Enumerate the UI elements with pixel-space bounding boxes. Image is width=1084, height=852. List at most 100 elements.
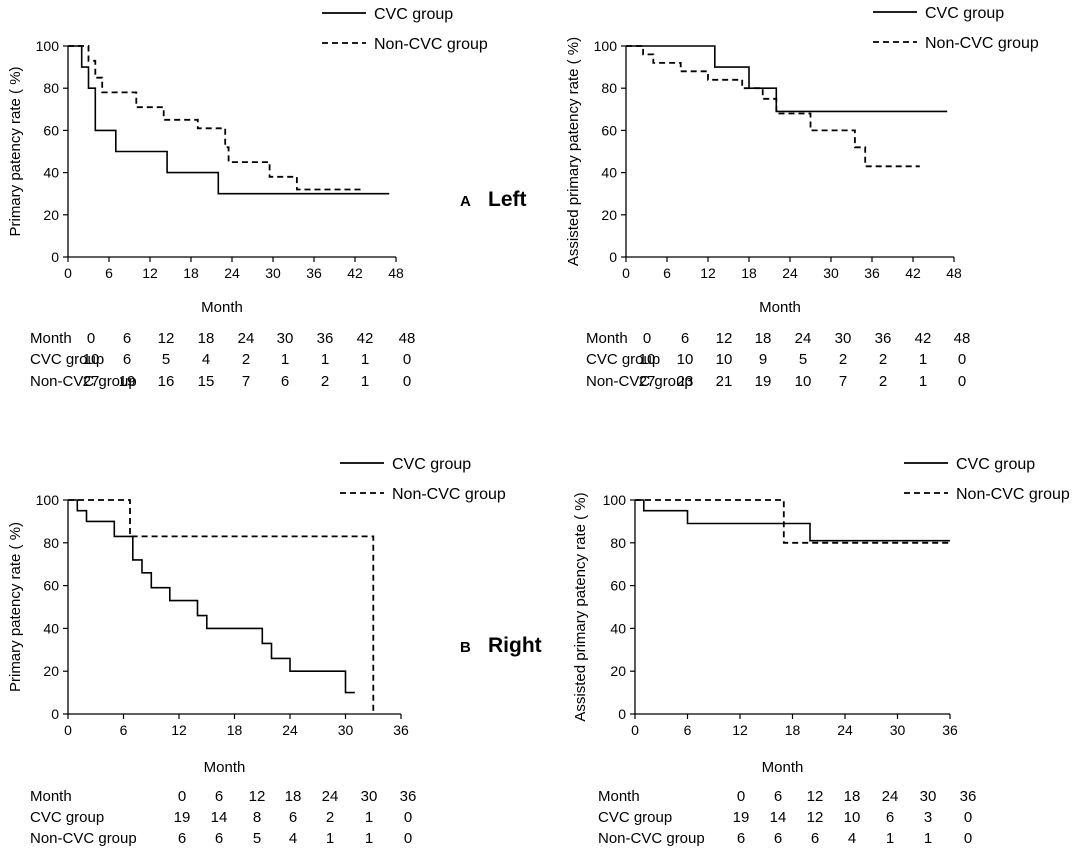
series-noncvc-curve [68,499,375,714]
x-tick-label: 48 [388,265,404,281]
risk-table-cell: 0 [403,351,411,368]
x-tick-label: 12 [142,265,158,281]
risk-table-column: 36 [875,330,892,347]
risk-table-cell: 19 [119,373,136,390]
x-axis-label: Month [204,759,246,776]
y-tick-label: 100 [594,38,618,54]
y-tick-label: 60 [610,578,626,594]
y-axis-label: Assisted primary patency rate ( %) [565,37,582,266]
risk-table-cell: 2 [242,351,250,368]
risk-table-column: 18 [844,788,861,805]
risk-table-column: 0 [178,788,186,805]
y-tick-label: 60 [43,578,59,594]
risk-table-column: 12 [249,788,266,805]
x-tick-label: 24 [224,265,240,281]
x-tick-label: 0 [622,265,630,281]
risk-table-header: Month [30,330,72,347]
risk-table-cell: 6 [737,830,745,847]
risk-table-cell: 3 [924,809,932,826]
risk-table-cell: 10 [795,373,812,390]
x-tick-label: 6 [684,722,692,738]
x-tick-label: 6 [663,265,671,281]
x-tick-label: 36 [306,265,322,281]
risk-table-cell: 1 [321,351,329,368]
legend-noncvc-label: Non-CVC group [956,486,1070,503]
x-tick-label: 24 [282,722,298,738]
risk-table-cell: 6 [774,830,782,847]
x-tick-label: 0 [64,722,72,738]
x-axis-label: Month [759,299,801,316]
x-tick-label: 48 [946,265,962,281]
x-tick-label: 18 [227,722,243,738]
risk-table-cell: 4 [289,830,297,847]
x-tick-label: 42 [347,265,363,281]
risk-table-cell: 1 [361,373,369,390]
x-tick-label: 18 [183,265,199,281]
legend-cvc-label: CVC group [956,456,1035,473]
risk-table-row-label: CVC group [586,351,660,368]
risk-table-cell: 6 [289,809,297,826]
x-tick-label: 30 [890,722,906,738]
risk-table-cell: 6 [886,809,894,826]
risk-table-row-label: Non-CVC group [30,373,137,390]
risk-table-cell: 10 [83,351,100,368]
risk-table-row-label: Non-CVC group [586,373,693,390]
y-tick-label: 20 [610,663,626,679]
x-axis-label: Month [762,759,804,776]
series-cvc-curve [626,45,948,113]
risk-table-column: 36 [317,330,334,347]
risk-table-row-label: CVC group [30,351,104,368]
risk-table-column: 12 [807,788,824,805]
x-axis-label: Month [201,299,243,316]
risk-table-cell: 1 [886,830,894,847]
risk-table-column: 48 [399,330,416,347]
risk-table-header: Month [586,330,628,347]
x-tick-label: 18 [741,265,757,281]
risk-table-cell: 12 [807,809,824,826]
risk-table-cell: 5 [799,351,807,368]
risk-table-cell: 10 [844,809,861,826]
risk-table-cell: 4 [848,830,856,847]
y-tick-label: 80 [601,80,617,96]
x-tick-label: 18 [785,722,801,738]
series-noncvc-curve [626,45,920,168]
risk-table-cell: 6 [811,830,819,847]
risk-table-cell: 0 [404,809,412,826]
risk-table-cell: 19 [755,373,772,390]
risk-table-column: 24 [882,788,899,805]
risk-table-column: 6 [774,788,782,805]
risk-table-cell: 1 [365,830,373,847]
risk-table-cell: 10 [639,351,656,368]
risk-table-cell: 27 [83,373,100,390]
risk-table-column: 36 [400,788,417,805]
risk-table-column: 24 [795,330,812,347]
panel-a-left-primary: 0 6 12 18 24 30 36 42 48020406080100MonthPrimary… [7,6,488,390]
risk-table-cell: 23 [677,373,694,390]
risk-table-column: 6 [681,330,689,347]
risk-table-cell: 6 [215,830,223,847]
risk-table-cell: 2 [879,373,887,390]
risk-table-cell: 6 [123,351,131,368]
risk-table-cell: 15 [198,373,215,390]
risk-table-column: 18 [285,788,302,805]
y-tick-label: 60 [43,122,59,138]
series-noncvc-curve [68,45,362,191]
risk-table-column: 12 [716,330,733,347]
panel-side-a: Left [488,188,527,211]
series-cvc-curve [68,45,390,195]
y-tick-label: 100 [603,492,627,508]
risk-table-cell: 2 [879,351,887,368]
risk-table-column: 42 [915,330,932,347]
x-tick-label: 36 [942,722,958,738]
risk-table-cell: 27 [639,373,656,390]
y-axis-label: Primary patency rate ( %) [7,522,24,692]
y-tick-label: 80 [43,535,59,551]
x-tick-label: 24 [837,722,853,738]
risk-table-column: 42 [357,330,374,347]
y-tick-label: 0 [618,706,626,722]
x-tick-label: 6 [105,265,113,281]
risk-table-cell: 14 [770,809,787,826]
x-tick-label: 12 [700,265,716,281]
